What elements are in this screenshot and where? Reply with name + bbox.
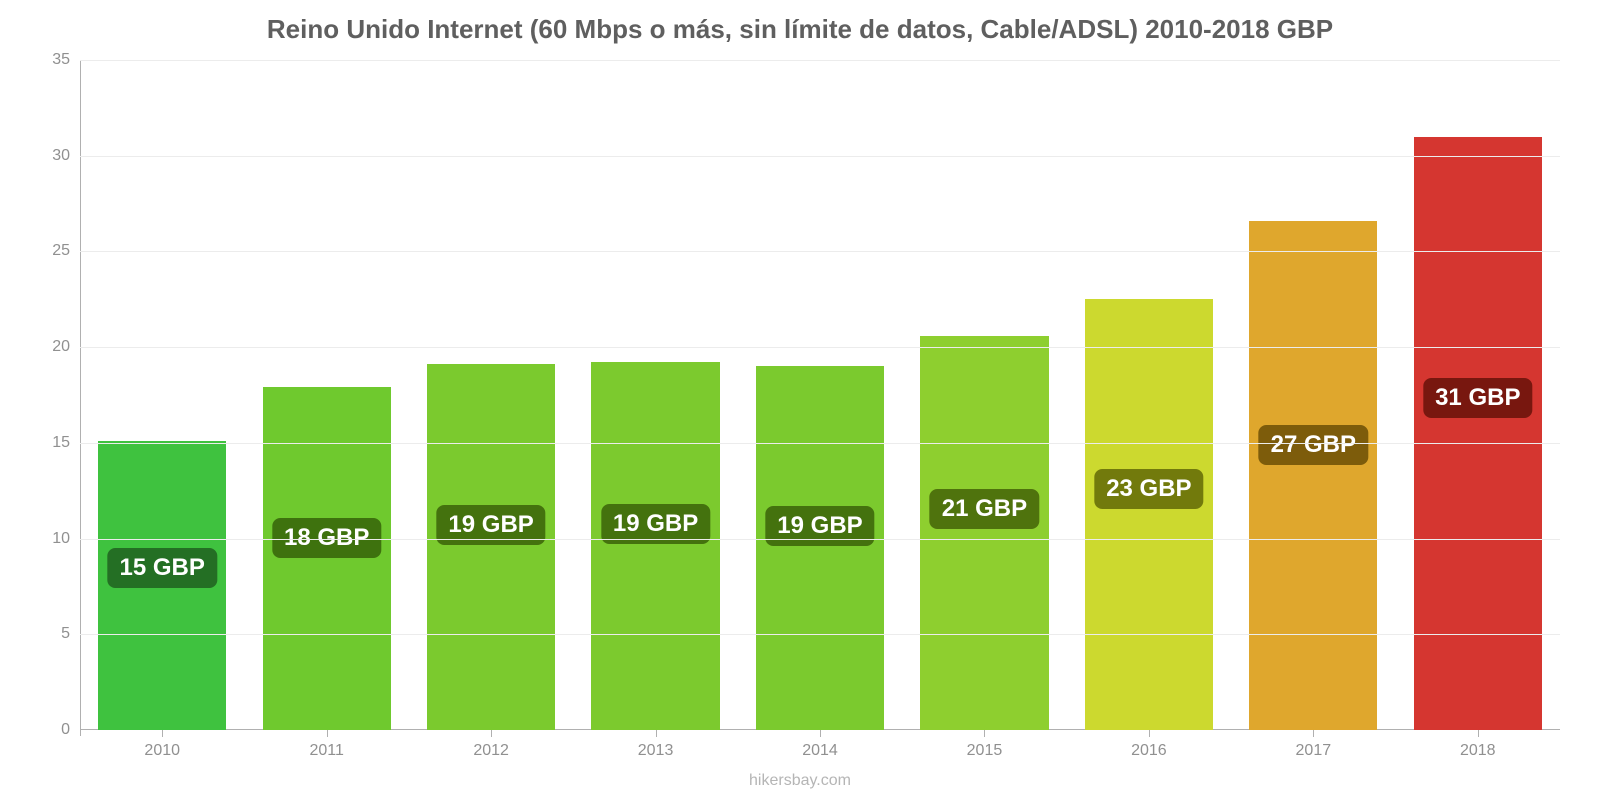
grid-line [80, 156, 1560, 157]
x-tick-label: 2012 [473, 730, 509, 760]
bar: 19 GBP [756, 366, 884, 730]
chart-container: Reino Unido Internet (60 Mbps o más, sin… [0, 0, 1600, 800]
x-tick-label: 2016 [1131, 730, 1167, 760]
x-tick-label: 2018 [1460, 730, 1496, 760]
y-tick-label: 20 [52, 338, 80, 356]
x-tick-label: 2017 [1296, 730, 1332, 760]
x-tick-label: 2010 [144, 730, 180, 760]
grid-line [80, 634, 1560, 635]
x-tick-label: 2013 [638, 730, 674, 760]
grid-line [80, 539, 1560, 540]
bar: 19 GBP [427, 364, 555, 730]
grid-line [80, 251, 1560, 252]
grid-line [80, 443, 1560, 444]
grid-line [80, 347, 1560, 348]
plot-area: 15 GBP 18 GBP 19 GBP 19 GBP 19 GBP 21 GBP 23 G… [80, 60, 1560, 730]
bar: 19 GBP [591, 362, 719, 730]
y-tick-label: 30 [52, 147, 80, 165]
bar: 18 GBP [263, 387, 391, 730]
bar: 15 GBP [98, 441, 226, 730]
bars-group: 15 GBP 18 GBP 19 GBP 19 GBP 19 GBP 21 GBP 23 G… [80, 60, 1560, 730]
source-label: hikersbay.com [0, 772, 1600, 790]
y-tick-label: 35 [52, 51, 80, 69]
y-tick-label: 5 [61, 625, 80, 643]
x-tick-label: 2011 [309, 730, 343, 760]
y-tick-label: 0 [61, 721, 80, 739]
y-tick-label: 25 [52, 242, 80, 260]
bar: 27 GBP [1249, 221, 1377, 730]
x-tick-label: 2014 [802, 730, 838, 760]
bar: 31 GBP [1414, 137, 1542, 730]
y-tick-label: 15 [52, 434, 80, 452]
x-tick-label: 2015 [967, 730, 1003, 760]
y-tick-label: 10 [52, 530, 80, 548]
grid-line [80, 60, 1560, 61]
bar: 23 GBP [1085, 299, 1213, 730]
bar: 21 GBP [920, 336, 1048, 730]
chart-title: Reino Unido Internet (60 Mbps o más, sin… [0, 0, 1600, 45]
